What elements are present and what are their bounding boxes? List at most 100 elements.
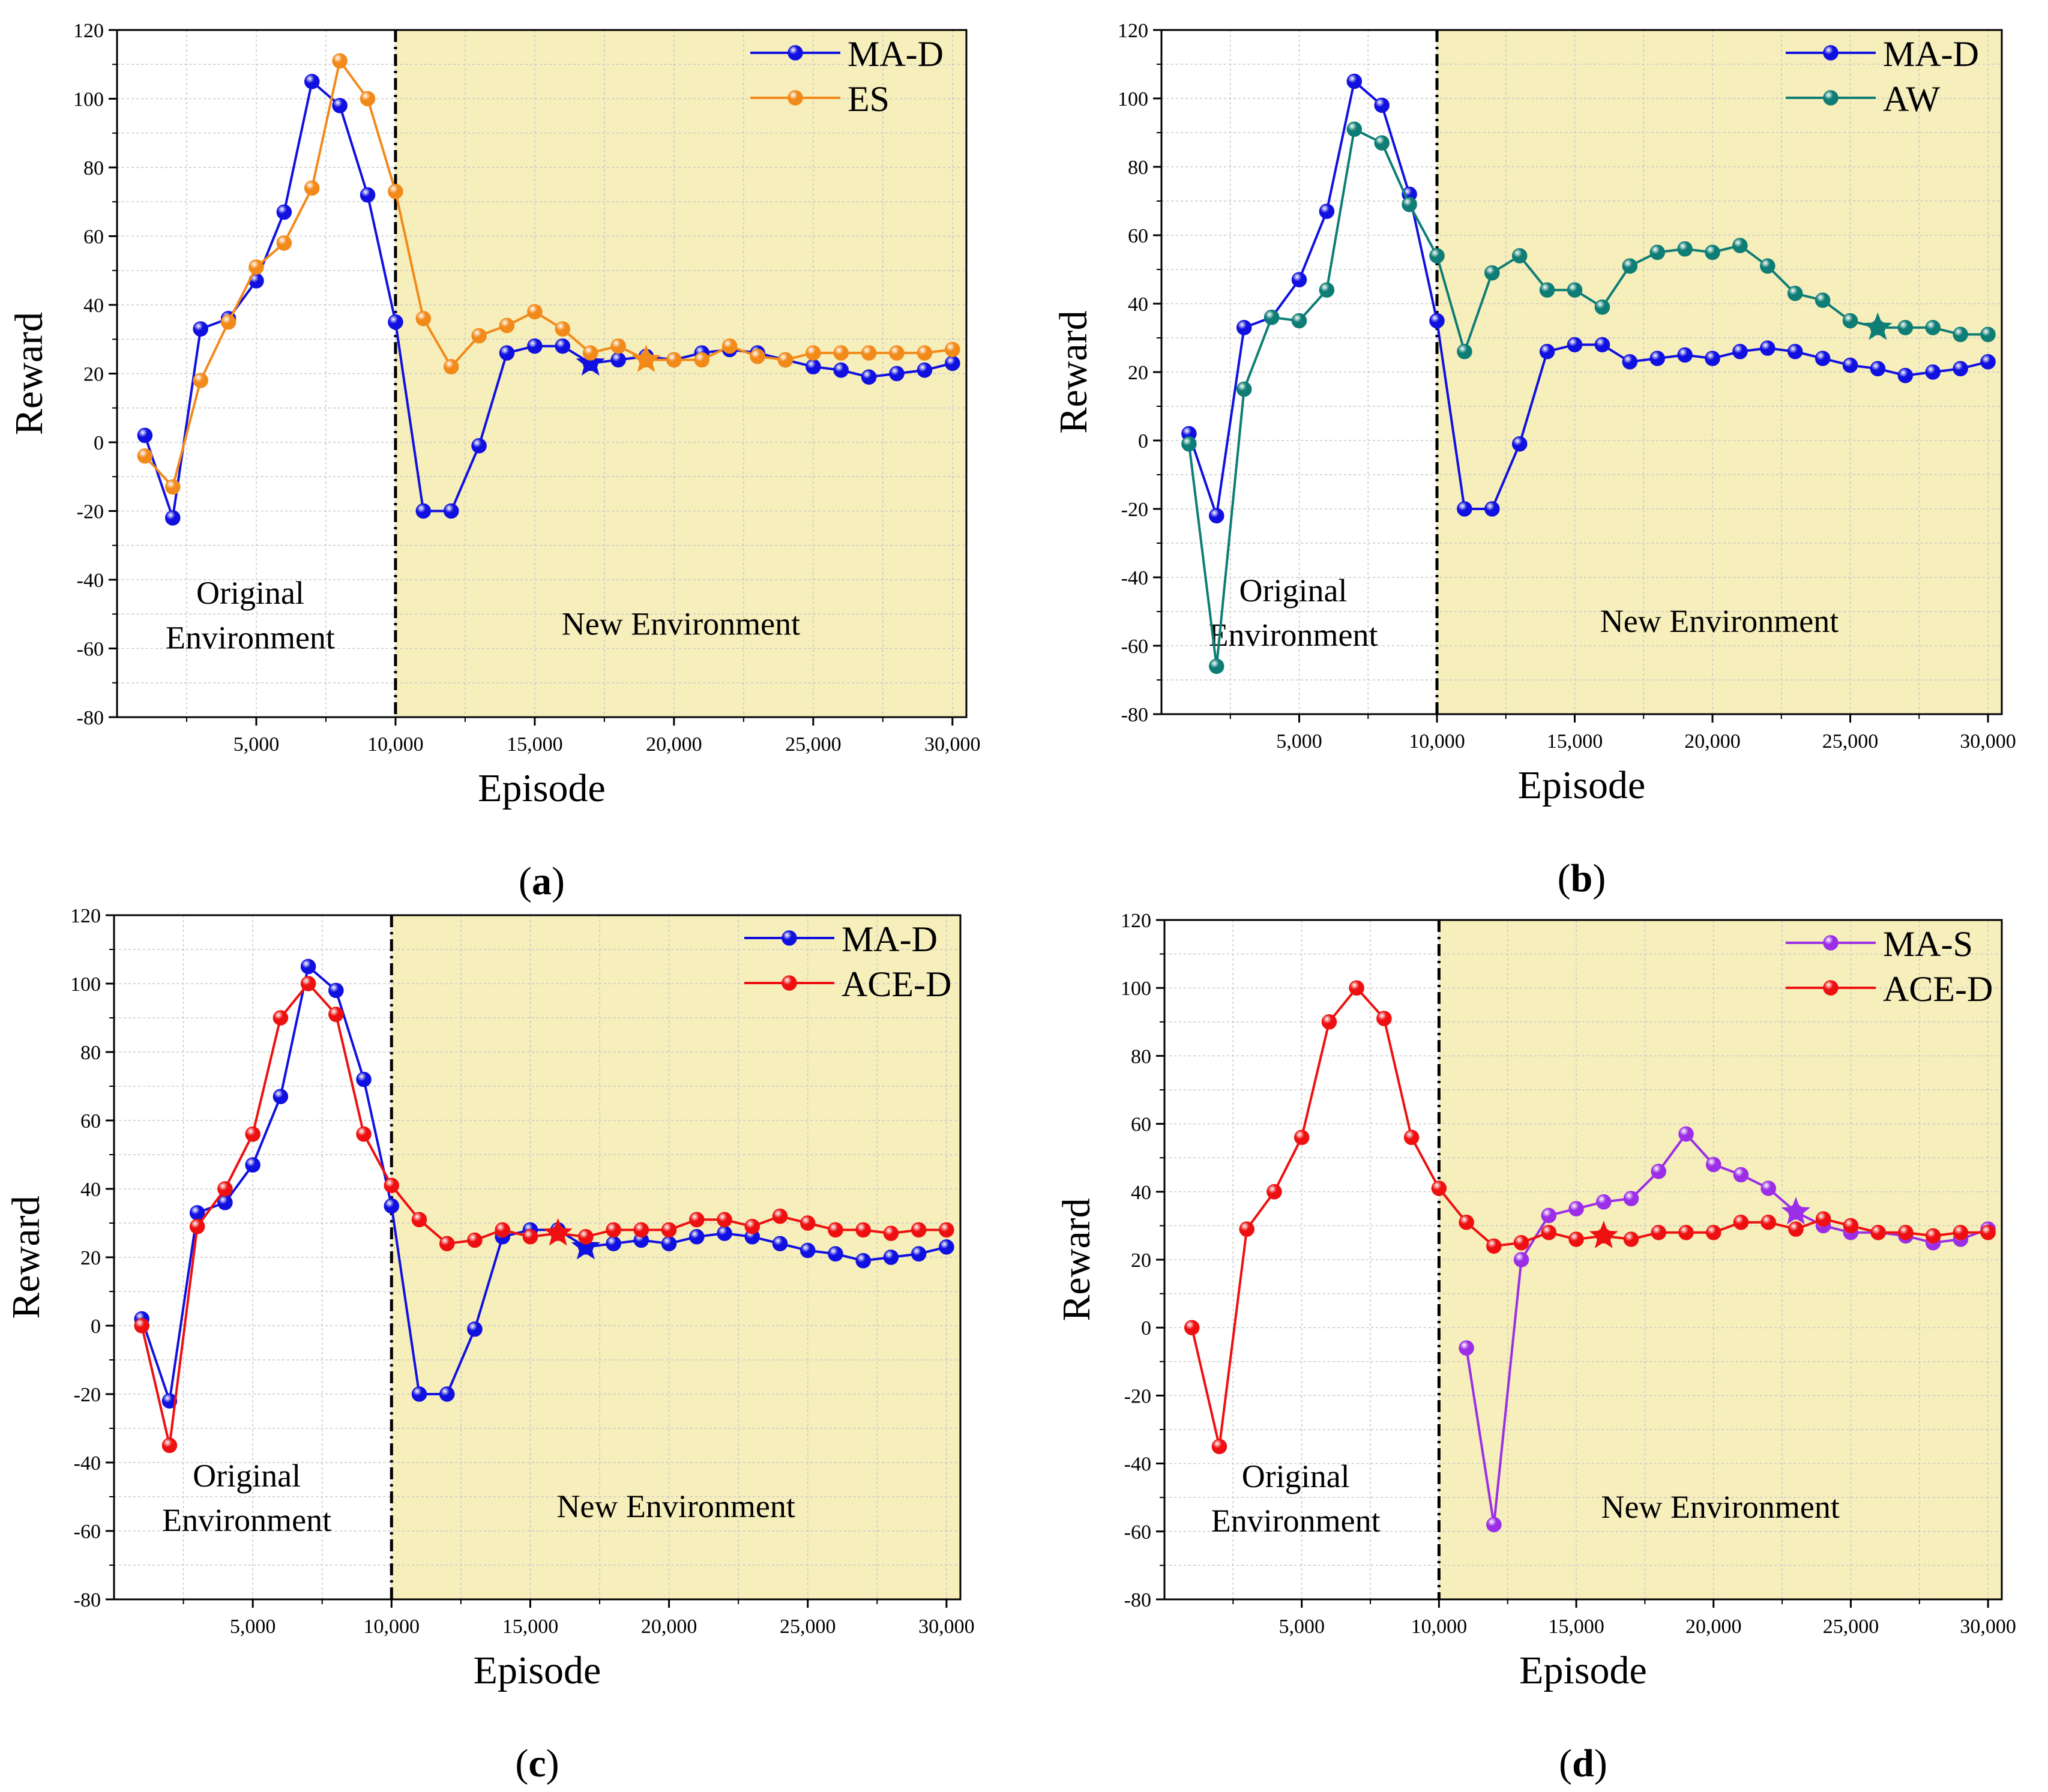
x-tick-label: 25,000: [1823, 1616, 1879, 1638]
data-point: [1541, 1207, 1557, 1224]
data-point: [1622, 258, 1638, 274]
data-point: [772, 1236, 788, 1251]
y-tick-label: 40: [83, 295, 104, 317]
data-point: [1459, 1340, 1474, 1356]
original-environment-label-line2: Environment: [1211, 1503, 1381, 1539]
series-ace-d: [134, 976, 954, 1454]
x-tick-label: 30,000: [1960, 730, 2016, 753]
star-marker: [631, 344, 661, 373]
series-es: [137, 53, 960, 495]
original-environment-label-line2: Environment: [166, 620, 335, 656]
star-marker: [576, 347, 605, 376]
panel-label-letter: b: [1571, 856, 1593, 900]
new-environment-region: [1439, 920, 2002, 1599]
data-point: [633, 1222, 649, 1238]
data-point: [883, 1225, 899, 1241]
data-point: [527, 338, 543, 354]
x-tick-label: 5,000: [1276, 730, 1322, 753]
data-point: [777, 352, 794, 368]
data-point: [1623, 1231, 1639, 1247]
x-tick-label: 25,000: [1822, 730, 1879, 753]
data-point: [384, 1177, 400, 1194]
data-point: [1374, 97, 1390, 113]
data-point: [889, 365, 905, 382]
y-tick-label: -20: [74, 1384, 101, 1406]
data-point: [666, 352, 682, 368]
panel-label: (c): [515, 1742, 559, 1785]
new-environment-label: New Environment: [562, 606, 800, 642]
data-point: [939, 1239, 954, 1255]
data-point: [467, 1321, 483, 1337]
data-point: [1429, 313, 1445, 329]
series-aw: [1181, 121, 1996, 674]
data-point: [220, 314, 236, 330]
new-environment-label: New Environment: [556, 1488, 795, 1524]
data-point: [661, 1222, 677, 1238]
y-tick-label: 100: [73, 89, 104, 111]
data-point: [1843, 1218, 1859, 1234]
data-point: [1980, 326, 1996, 343]
data-point: [1403, 1129, 1420, 1145]
data-point: [1484, 501, 1500, 517]
y-tick-label: 0: [91, 1315, 101, 1338]
data-point: [189, 1218, 205, 1234]
data-point: [1677, 347, 1693, 363]
data-point: [356, 1071, 372, 1087]
data-point: [217, 1181, 233, 1197]
data-point: [499, 317, 515, 334]
legend-marker: [1823, 935, 1839, 951]
panel-label-letter: c: [528, 1742, 546, 1785]
data-point: [911, 1246, 927, 1262]
chart-panel-d: -80 -60 -40 -20 0 20 40 60 80 100 120 5,000 10,000 15…: [1055, 910, 2016, 1785]
data-point: [1815, 292, 1831, 308]
x-tick-label: 5,000: [233, 733, 280, 756]
legend-marker: [1823, 90, 1839, 106]
data-point: [1596, 1194, 1612, 1210]
data-point: [1511, 248, 1528, 263]
data-point: [137, 427, 153, 443]
data-point: [467, 1232, 483, 1248]
x-tick-label: 10,000: [364, 1616, 420, 1638]
y-tick-label: 20: [83, 364, 104, 386]
panel-label: (a): [519, 859, 565, 903]
x-tick-label: 20,000: [641, 1616, 697, 1638]
data-point: [1760, 258, 1775, 274]
y-tick-label: -80: [1121, 704, 1148, 726]
data-point: [1815, 1211, 1831, 1227]
data-point: [744, 1218, 760, 1234]
data-point: [276, 235, 292, 251]
data-point: [522, 1229, 538, 1245]
data-point: [1457, 501, 1472, 517]
data-point: [439, 1386, 455, 1402]
data-point: [384, 1198, 400, 1214]
data-point: [1760, 340, 1775, 356]
data-point: [1511, 436, 1528, 452]
data-point: [360, 187, 376, 203]
data-point: [1925, 364, 1941, 380]
data-point: [606, 1222, 621, 1238]
data-point: [610, 352, 626, 368]
y-axis-title: Reward: [7, 312, 51, 435]
panel-label-paren-close: ): [552, 859, 565, 903]
data-point: [717, 1212, 732, 1228]
star-marker: [1589, 1220, 1618, 1248]
data-point: [332, 98, 348, 113]
data-point: [1897, 367, 1914, 383]
data-point: [1651, 1224, 1667, 1240]
legend-marker: [788, 90, 803, 106]
x-tick-label: 10,000: [1411, 1616, 1468, 1638]
data-point: [800, 1242, 816, 1258]
data-point: [1349, 980, 1364, 996]
data-point: [161, 1393, 178, 1409]
data-point: [1787, 344, 1803, 359]
data-point: [555, 321, 571, 337]
data-point: [1346, 73, 1363, 89]
data-point: [1760, 1180, 1776, 1196]
data-point: [917, 362, 933, 378]
data-point: [193, 321, 208, 337]
data-point: [1539, 282, 1555, 298]
data-point: [1266, 1184, 1282, 1200]
x-tick-label: 30,000: [1960, 1616, 2016, 1638]
data-point: [495, 1222, 510, 1238]
